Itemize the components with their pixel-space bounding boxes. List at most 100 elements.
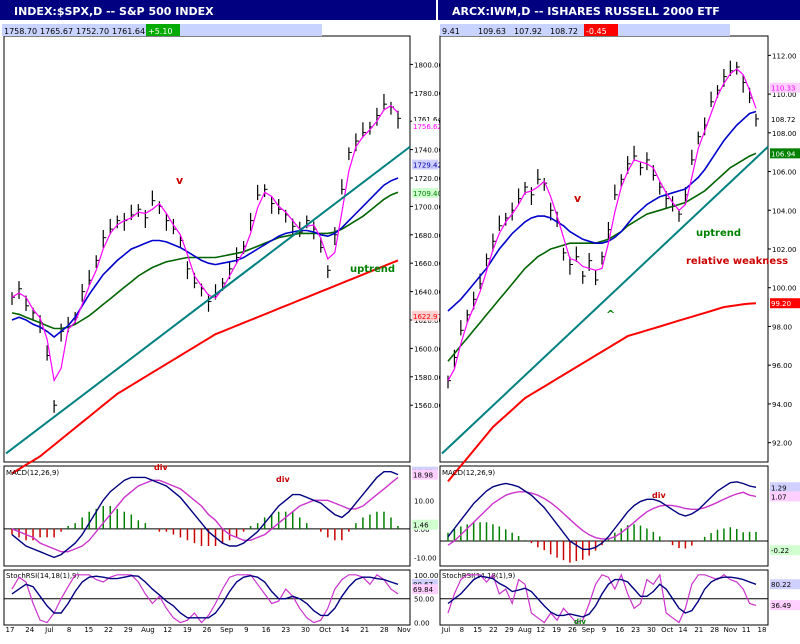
iwm-price-label: 110.33	[771, 85, 796, 93]
iwm-ema-line	[447, 68, 757, 381]
iwm-header-bar	[438, 0, 800, 20]
spx-date-label: Sep	[220, 626, 234, 634]
spx-macd-div-annotation-2: div	[276, 475, 290, 484]
spx-price-label-bg	[412, 188, 438, 199]
spx-ohlc-value: +5.10	[148, 27, 173, 36]
iwm-stoch-value-label: 36.49	[771, 602, 791, 610]
iwm-stoch-value-label: 80.22	[771, 581, 791, 589]
spx-date-label: Aug	[141, 626, 155, 634]
iwm-date-label: 19	[552, 626, 561, 634]
spx-macd-ytick-label: 0.00	[414, 526, 430, 534]
spx-date-label: 24	[25, 626, 34, 634]
spx-price-label-bg	[412, 120, 438, 131]
iwm-stoch-value-bg	[770, 600, 800, 611]
iwm-macd-signal-line	[447, 491, 757, 546]
spx-annotation-v: v	[176, 174, 184, 187]
iwm-ytick-label: 94.00	[772, 401, 792, 409]
spx-date-label: 28	[380, 626, 389, 634]
iwm-price-label: 106.94	[771, 150, 796, 158]
spx-macd-frame	[3, 465, 411, 567]
spx-stoch-d-line	[11, 574, 399, 619]
spx-macd-label: MACD(12,26,9)	[6, 469, 59, 477]
iwm-macd-value-bg	[770, 491, 800, 502]
iwm-uptrend-line	[441, 146, 769, 455]
iwm-ytick-label: 102.00	[772, 246, 797, 254]
iwm-date-label: 26	[568, 626, 577, 634]
spx-macd-value-label: 1.46	[413, 522, 429, 530]
spx-ema-line	[11, 104, 399, 383]
iwm-date-label: Oct	[661, 626, 673, 634]
iwm-date-label: 14	[679, 626, 688, 634]
iwm-stoch-label: StochRSI(14,18(1),9)	[442, 572, 515, 580]
spx-ytick-label: 1560.00	[414, 402, 443, 410]
iwm-date-label: Sep	[582, 626, 596, 634]
iwm-stoch-value-bg	[770, 579, 800, 590]
spx-ohlc-value: 1765.67	[40, 27, 73, 36]
spx-date-label: Nov	[397, 626, 411, 634]
spx-price-label-bg	[412, 310, 438, 321]
iwm-ytick-label: 96.00	[772, 362, 792, 370]
iwm-date-label: Jul	[441, 626, 451, 634]
spx-price-label: 1709.40	[413, 190, 442, 198]
spx-date-label: 15	[84, 626, 93, 634]
spx-date-label: 12	[163, 626, 172, 634]
iwm-price-label-bg	[770, 148, 800, 159]
spx-date-label: 9	[244, 626, 248, 634]
iwm-annotation-relative-weakness: relative weakness	[686, 256, 788, 267]
spx-date-label: Oct	[319, 626, 331, 634]
spx-price-label-bg	[412, 159, 438, 170]
iwm-stoch-d-line	[447, 575, 757, 618]
iwm-ytick-label: 112.00	[772, 52, 797, 60]
spx-uptrend-line	[5, 145, 411, 455]
iwm-price-label-bg	[770, 82, 800, 93]
iwm-ohlc-value: 9.41	[442, 27, 460, 36]
spx-date-label: 14	[340, 626, 349, 634]
iwm-price-frame	[439, 35, 769, 463]
iwm-date-label: 9	[602, 626, 606, 634]
iwm-annotation-caret: ^	[606, 308, 615, 321]
spx-date-label: 16	[262, 626, 271, 634]
iwm-price-label: 99.20	[771, 300, 791, 308]
iwm-stoch-k-line	[447, 573, 757, 624]
iwm-date-label: 8	[460, 626, 464, 634]
spx-ytick-label: 1800.00	[414, 61, 443, 69]
iwm-date-label: 16	[615, 626, 624, 634]
iwm-price-label-bg	[770, 298, 800, 309]
iwm-date-label: Nov	[724, 626, 738, 634]
iwm-sma200-line	[447, 302, 757, 483]
spx-price-label: 1761.64	[413, 116, 442, 124]
spx-macd-ytick-label: 10.00	[414, 497, 434, 505]
spx-price-label-bg	[412, 113, 438, 124]
iwm-ytick-label: 98.00	[772, 323, 792, 331]
iwm-macd-div-annotation: div	[652, 491, 666, 500]
spx-date-label: Jul	[44, 626, 54, 634]
spx-stoch-value-label: 69.84	[413, 586, 434, 594]
iwm-macd-value-label: 1.07	[771, 493, 787, 501]
spx-ohlc-value: 1758.70	[4, 27, 37, 36]
iwm-ytick-label: 106.00	[772, 169, 797, 177]
iwm-date-label: 23	[631, 626, 640, 634]
iwm-ohlc-value: -0.45	[586, 27, 607, 36]
iwm-change-badge	[584, 24, 618, 36]
iwm-macd-value-label: -0.22	[771, 547, 789, 555]
spx-sma200-line	[11, 259, 399, 475]
spx-ytick-label: 1660.00	[414, 260, 443, 268]
iwm-date-label: 22	[489, 626, 498, 634]
iwm-ohlc-value: 109.63	[478, 27, 506, 36]
spx-ytick-label: 1700.00	[414, 203, 443, 211]
spx-stoch-ytick-label: 50.00	[414, 596, 434, 604]
spx-header-bar	[0, 0, 436, 20]
spx-macd-value-bg	[412, 469, 438, 480]
iwm-date-label: 30	[647, 626, 656, 634]
spx-ytick-label: 1620.00	[414, 317, 443, 325]
spx-stoch-k-line	[11, 573, 399, 624]
spx-stoch-ytick-label: 100.00	[414, 572, 439, 580]
spx-price-label: 1729.42	[413, 162, 442, 170]
spx-macd-ytick-label: -10.00	[414, 554, 437, 562]
spx-ytick-label: 1680.00	[414, 232, 443, 240]
iwm-macd-value-bg	[770, 545, 800, 556]
iwm-date-label: 18	[758, 626, 767, 634]
spx-date-label: 23	[281, 626, 290, 634]
